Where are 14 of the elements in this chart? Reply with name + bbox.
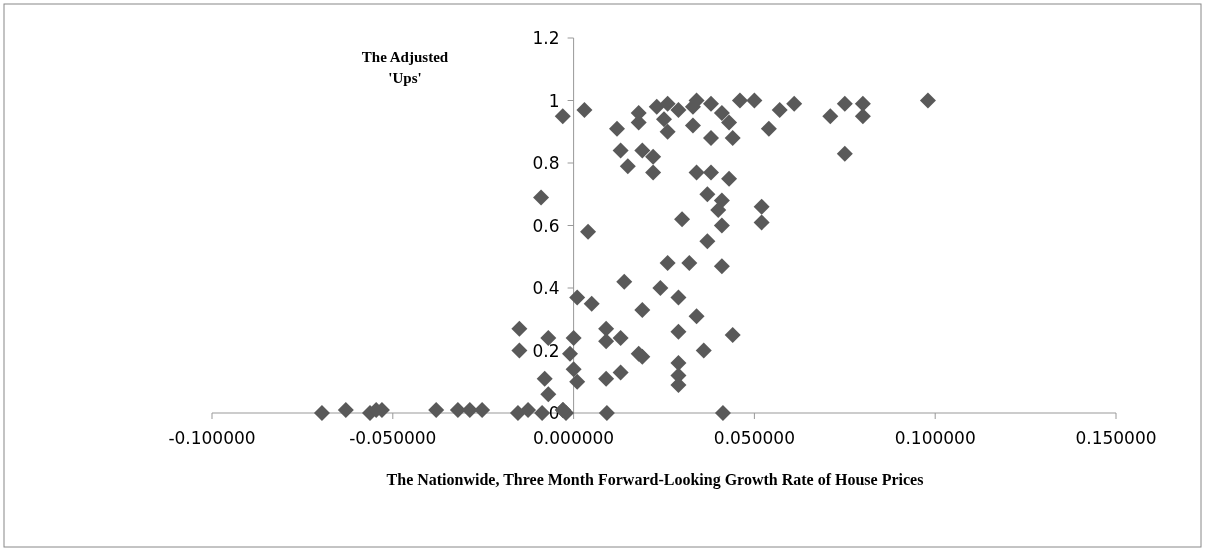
x-tick-label: -0.050000 xyxy=(349,428,437,448)
y-tick-label: 1 xyxy=(548,90,560,111)
y-axis-title: The Adjusted 'Ups' xyxy=(361,49,449,86)
y-tick-label: 0.8 xyxy=(532,153,560,173)
y-tick-label: 1.2 xyxy=(532,28,560,48)
x-tick-label: 0.000000 xyxy=(533,428,615,448)
x-tick-label: 0.150000 xyxy=(1075,428,1157,448)
y-tick-label: 0.6 xyxy=(532,215,560,236)
x-tick-label: -0.100000 xyxy=(168,428,256,448)
y-tick-label: 0.4 xyxy=(532,278,560,298)
x-axis-title: The Nationwide, Three Month Forward-Looking Growth Rate of House Prices xyxy=(386,471,924,489)
x-tick-label: 0.100000 xyxy=(894,428,976,448)
y-tick-label: 0.2 xyxy=(532,340,560,361)
x-tick-label: 0.050000 xyxy=(713,428,795,448)
